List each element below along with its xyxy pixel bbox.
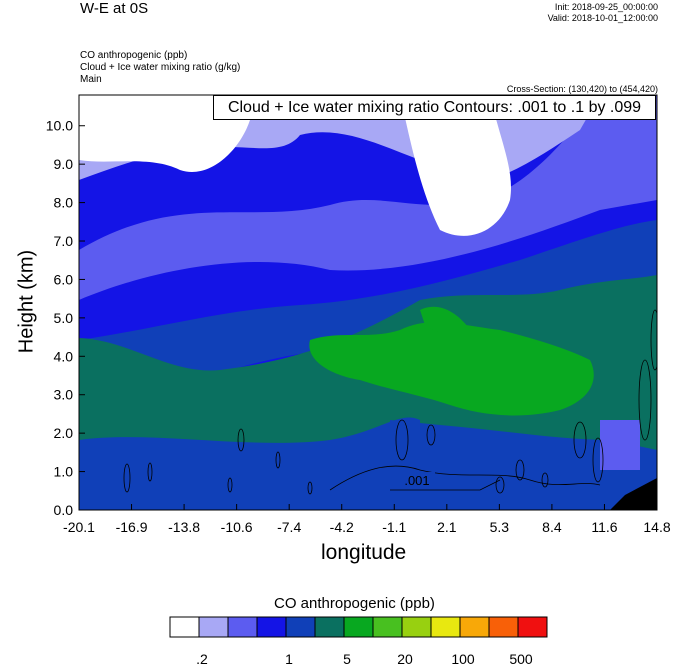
colorbar-swatch (314, 616, 345, 638)
cross-section-label: Cross-Section: (130,420) to (454,420) (506, 84, 658, 94)
colorbar-label: .2 (196, 651, 208, 667)
colorbar-label: 20 (397, 651, 413, 667)
filled-contours (79, 95, 657, 510)
y-tick-label: 7.0 (54, 233, 74, 249)
x-tick-label: 11.6 (591, 519, 617, 535)
plot-title: W-E at 0S (80, 0, 149, 17)
y-tick-label: 3.0 (54, 387, 74, 403)
colorbar-swatch (227, 616, 258, 638)
x-tick-label: -20.1 (63, 519, 95, 535)
y-axis-label: Height (km) (15, 249, 38, 354)
colorbar-swatch (517, 616, 548, 638)
field-description-main: Main (80, 74, 102, 85)
colorbar-swatch (459, 616, 490, 638)
colorbar-swatch (169, 616, 200, 638)
colorbar-swatch (343, 616, 374, 638)
contour-label: .001 (404, 473, 429, 488)
y-tick-label: 4.0 (54, 348, 74, 364)
x-axis-label: longitude (321, 541, 407, 564)
terrain (610, 478, 657, 510)
colorbar-label: 100 (451, 651, 475, 667)
y-tick-label: 8.0 (54, 195, 74, 211)
y-tick-label: 2.0 (54, 425, 74, 441)
colorbar-swatch (488, 616, 519, 638)
init-time: Init: 2018-09-25_00:00:00 (554, 2, 658, 12)
y-tick-label: 0.0 (54, 502, 74, 518)
y-tick-label: 6.0 (54, 271, 74, 287)
y-tick-label: 5.0 (54, 310, 74, 326)
colorbar-swatch (372, 616, 403, 638)
y-axis: 0.0 1.0 2.0 3.0 4.0 5.0 6.0 7.0 8.0 9.0 10.0 (46, 118, 85, 518)
colorbar-label: 5 (343, 651, 351, 667)
colorbar-title: CO anthropogenic (ppb) (274, 595, 435, 612)
contour-fill-green (309, 322, 594, 416)
y-tick-label: 9.0 (54, 156, 74, 172)
colorbar-swatch (430, 616, 461, 638)
x-tick-label: -4.2 (330, 519, 354, 535)
y-tick-label: 1.0 (54, 464, 74, 480)
colorbar-label: 1 (285, 651, 293, 667)
y-tick-label: 10.0 (46, 118, 73, 134)
colorbar-swatch (285, 616, 316, 638)
x-tick-label: -7.4 (277, 519, 301, 535)
colorbar-swatch (256, 616, 287, 638)
cloud-contour-lines (123, 309, 657, 495)
x-tick-label: 14.8 (643, 519, 670, 535)
x-tick-label: 2.1 (437, 519, 457, 535)
contour-label-bg (400, 472, 435, 488)
contour-fill-green-small (420, 306, 470, 336)
field-description-cloud: Cloud + Ice water mixing ratio (g/kg) (80, 62, 241, 73)
x-tick-label: -10.6 (221, 519, 253, 535)
colorbar: .2 1 5 20 100 500 (169, 616, 548, 667)
contour-fill-white-left (79, 95, 252, 172)
contour-fill-medium-blue (79, 95, 657, 300)
colorbar-swatch (198, 616, 229, 638)
contour-fill-white-center (400, 95, 511, 236)
x-tick-label: -13.8 (168, 519, 200, 535)
colorbar-swatch (401, 616, 432, 638)
x-tick-label: -16.9 (116, 519, 148, 535)
valid-time: Valid: 2018-10-01_12:00:00 (547, 13, 658, 23)
contour-fill-surface-light (600, 420, 640, 470)
x-tick-label: 8.4 (542, 519, 562, 535)
x-tick-label: 5.3 (490, 519, 510, 535)
x-axis: -20.1 -16.9 -13.8 -10.6 -7.4 -4.2 -1.1 2.1 5.3 8.… (63, 504, 671, 535)
colorbar-label: 500 (509, 651, 533, 667)
x-tick-label: -1.1 (382, 519, 406, 535)
field-description-co: CO anthropogenic (ppb) (80, 50, 188, 61)
contour-info-box: Cloud + Ice water mixing ratio Contours:… (213, 95, 656, 120)
